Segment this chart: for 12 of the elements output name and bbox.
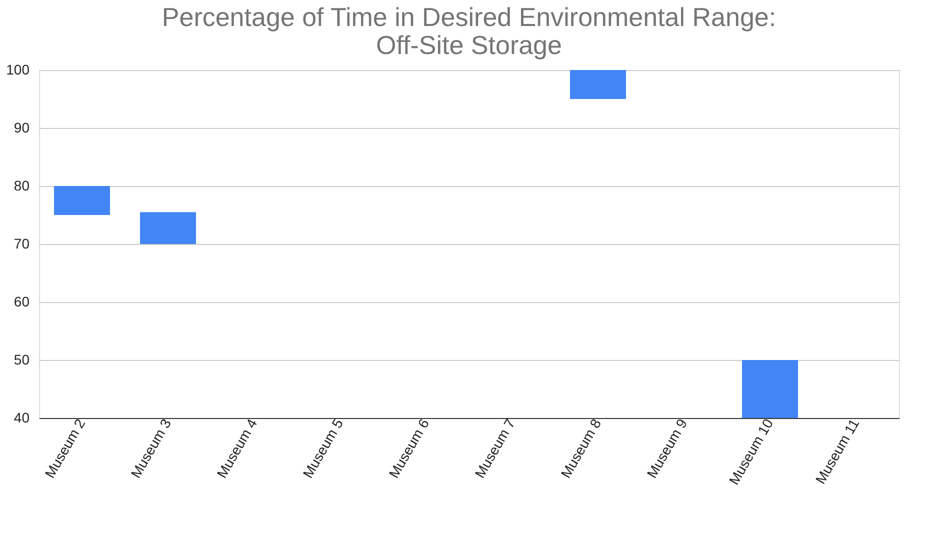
y-tick-label: 80 [14, 178, 30, 194]
bar [570, 70, 626, 99]
chart-title: Percentage of Time in Desired Environmental Range: Off-Site Storage [162, 2, 776, 60]
bar [54, 186, 110, 215]
bar [140, 212, 196, 244]
y-tick-label: 40 [14, 410, 30, 426]
y-tick-label: 90 [14, 120, 30, 136]
y-tick-label: 70 [14, 236, 30, 252]
y-tick-label: 50 [14, 352, 30, 368]
y-tick-label: 60 [14, 294, 30, 310]
bar [742, 360, 798, 418]
y-tick-label: 100 [6, 62, 30, 78]
